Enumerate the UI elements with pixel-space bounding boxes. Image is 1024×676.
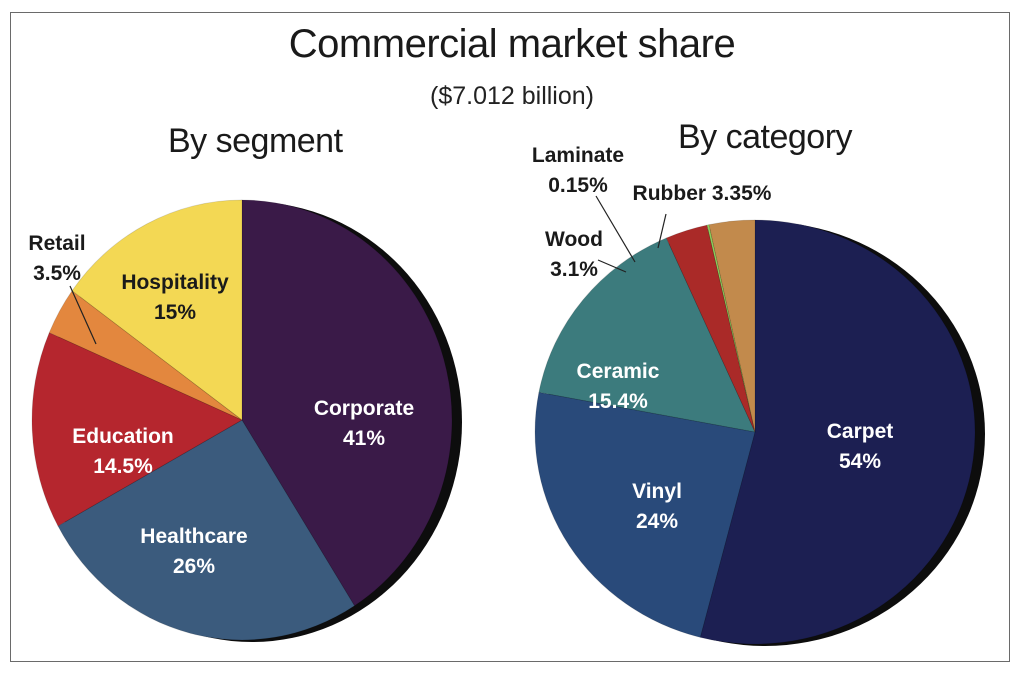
segment-label-value: 26% xyxy=(173,555,215,578)
segment-label-value: 41% xyxy=(343,427,385,450)
segment-label-retail: Retail 3.5% xyxy=(28,232,85,285)
segment-label-name: Healthcare xyxy=(140,525,247,548)
segment-label-name: Education xyxy=(72,425,174,448)
segment-pie: Corporate 41% Healthcare 26% Education 14.5% R… xyxy=(28,200,462,642)
category-label-text: Rubber 3.35% xyxy=(633,182,772,205)
category-label-value: 15.4% xyxy=(588,390,648,413)
segment-label-name: Hospitality xyxy=(121,271,229,294)
category-label-name: Vinyl xyxy=(632,480,682,503)
category-pie: Carpet 54% Vinyl 24% Ceramic 15.4% Wood 3.1% Lam… xyxy=(532,144,985,646)
category-label-rubber: Rubber 3.35% xyxy=(633,182,772,205)
category-label-value: 54% xyxy=(839,450,881,473)
pie-charts: Corporate 41% Healthcare 26% Education 14.5% R… xyxy=(0,0,1024,676)
category-label-value: 3.1% xyxy=(550,258,598,281)
segment-label-name: Corporate xyxy=(314,397,414,420)
category-label-laminate: Laminate 0.15% xyxy=(532,144,624,197)
category-label-name: Wood xyxy=(545,228,603,251)
segment-label-name: Retail xyxy=(28,232,85,255)
category-label-value: 0.15% xyxy=(548,174,608,197)
segment-label-value: 3.5% xyxy=(33,262,81,285)
category-label-name: Laminate xyxy=(532,144,624,167)
category-label-wood: Wood 3.1% xyxy=(545,228,603,281)
segment-label-value: 14.5% xyxy=(93,455,153,478)
segment-label-value: 15% xyxy=(154,301,196,324)
category-label-name: Ceramic xyxy=(577,360,660,383)
category-label-name: Carpet xyxy=(827,420,894,443)
category-label-value: 24% xyxy=(636,510,678,533)
